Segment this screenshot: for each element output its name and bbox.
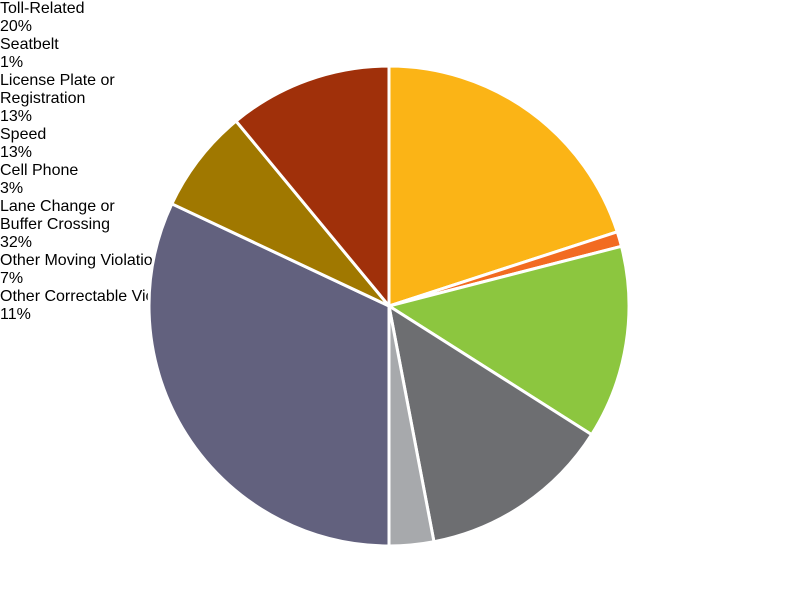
category-label: License Plate or Registration: [0, 72, 115, 107]
category-label: Toll-Related: [0, 0, 85, 17]
slice-label: Other Correctable Violation 11%: [0, 288, 230, 324]
category-label: Other Correctable Violation: [0, 288, 193, 305]
percent-label: 13%: [0, 144, 33, 161]
category-label: Speed: [0, 126, 47, 143]
percent-label: 7%: [0, 270, 24, 287]
slice-label: Seatbelt 1%: [0, 36, 120, 72]
percent-label: 1%: [0, 54, 24, 71]
percent-label: 11%: [0, 306, 31, 323]
pie-slice: [387, 244, 631, 437]
percent-label: 20%: [0, 18, 33, 35]
slice-label: License Plate or Registration 13%: [0, 72, 130, 126]
pie-slice: [147, 202, 391, 548]
category-label: Other Moving Violation: [0, 252, 162, 269]
pie-slice: [387, 304, 594, 544]
slice-label: Lane Change or Buffer Crossing 32%: [0, 198, 140, 252]
slice-label: Speed 13%: [0, 126, 120, 162]
percent-label: 3%: [0, 180, 24, 197]
slice-label: Other Moving Violation 7%: [0, 252, 180, 288]
pie-slice: [170, 119, 391, 308]
pie-slice: [234, 64, 391, 308]
slice-label: Toll-Related 20%: [0, 0, 200, 36]
percent-label: 32%: [0, 234, 33, 251]
category-label: Lane Change or Buffer Crossing: [0, 198, 115, 233]
category-label: Cell Phone: [0, 162, 79, 179]
percent-label: 13%: [0, 108, 33, 125]
slice-label: Cell Phone 3%: [0, 162, 160, 198]
category-label: Seatbelt: [0, 36, 59, 53]
pie-slice: [387, 64, 619, 308]
